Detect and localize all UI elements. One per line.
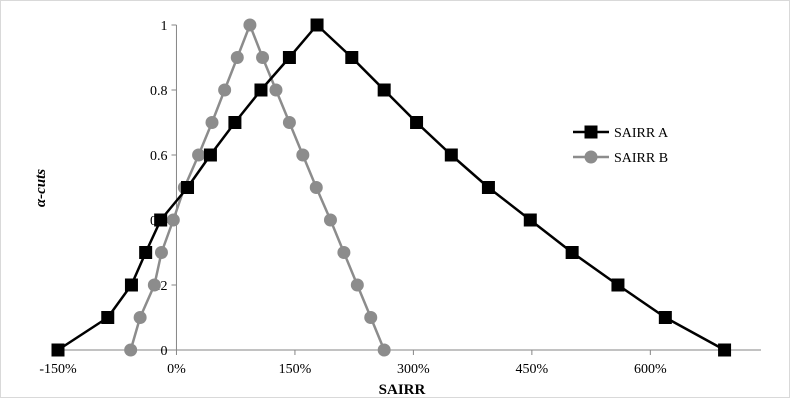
data-point-a bbox=[101, 311, 115, 324]
data-point-b bbox=[296, 148, 310, 162]
legend-label-b: SAIRR B bbox=[614, 151, 668, 166]
data-point-b bbox=[133, 311, 147, 324]
data-point-a bbox=[254, 83, 268, 97]
series-b bbox=[124, 18, 391, 357]
series-line-a bbox=[57, 23, 726, 352]
data-point-b bbox=[230, 51, 244, 64]
legend-label-a: SAIRR A bbox=[614, 126, 669, 141]
x-tick-label: 600% bbox=[634, 362, 667, 377]
legend-marker-b bbox=[584, 150, 598, 164]
x-tick-label: 0% bbox=[167, 362, 186, 377]
series-a bbox=[51, 18, 732, 357]
data-point-a bbox=[203, 148, 217, 162]
x-tick-label: 450% bbox=[516, 362, 549, 377]
y-tick-label: 1 bbox=[160, 19, 167, 34]
data-point-b bbox=[124, 343, 138, 357]
data-point-b bbox=[337, 246, 351, 259]
data-point-a bbox=[718, 343, 732, 357]
data-point-a bbox=[444, 148, 458, 162]
data-point-a bbox=[523, 213, 537, 227]
x-tick-label: 150% bbox=[279, 362, 312, 377]
data-point-b bbox=[218, 83, 232, 97]
data-point-a bbox=[345, 51, 359, 64]
data-point-a bbox=[481, 181, 495, 194]
data-point-b bbox=[364, 311, 378, 324]
series-layer bbox=[51, 18, 732, 357]
data-point-a bbox=[377, 83, 391, 97]
y-tick-label: 0 bbox=[160, 344, 167, 359]
y-tick-label: 0.8 bbox=[150, 84, 168, 99]
legend-item-b: SAIRR B bbox=[573, 150, 668, 166]
data-point-a bbox=[410, 116, 424, 129]
x-axis-title: SAIRR bbox=[379, 382, 426, 397]
data-point-a bbox=[611, 278, 625, 292]
data-point-b bbox=[269, 83, 283, 97]
legend-marker-a bbox=[584, 125, 598, 139]
data-point-a bbox=[658, 311, 672, 324]
legend-item-a: SAIRR A bbox=[573, 125, 669, 141]
data-point-a bbox=[139, 246, 153, 259]
data-point-b bbox=[192, 148, 206, 162]
data-point-a bbox=[181, 181, 195, 194]
data-point-b bbox=[323, 213, 337, 227]
data-point-a bbox=[228, 116, 242, 129]
y-tick-label: 0.6 bbox=[150, 149, 168, 164]
data-point-b bbox=[350, 278, 364, 292]
data-point-b bbox=[243, 18, 257, 32]
axes: 00.20.40.60.81-150%0%150%300%450%600% bbox=[39, 19, 761, 377]
data-point-b bbox=[282, 116, 296, 129]
data-point-b bbox=[154, 246, 168, 259]
data-point-a bbox=[282, 51, 296, 64]
data-point-a bbox=[565, 246, 579, 259]
series-line-b bbox=[129, 23, 386, 351]
y-axis-title: α-cuts bbox=[33, 169, 49, 207]
data-point-b bbox=[205, 116, 219, 129]
data-point-a bbox=[124, 278, 138, 292]
legend: SAIRR A SAIRR B bbox=[573, 125, 669, 166]
data-point-b bbox=[309, 181, 323, 194]
data-point-b bbox=[166, 213, 180, 227]
data-point-b bbox=[256, 51, 270, 64]
x-tick-label: 300% bbox=[397, 362, 430, 377]
data-point-a bbox=[310, 18, 324, 32]
data-point-b bbox=[147, 278, 161, 292]
data-point-a bbox=[154, 213, 168, 227]
data-point-b bbox=[377, 343, 391, 357]
x-tick-label: -150% bbox=[39, 362, 77, 377]
data-point-a bbox=[51, 343, 65, 357]
